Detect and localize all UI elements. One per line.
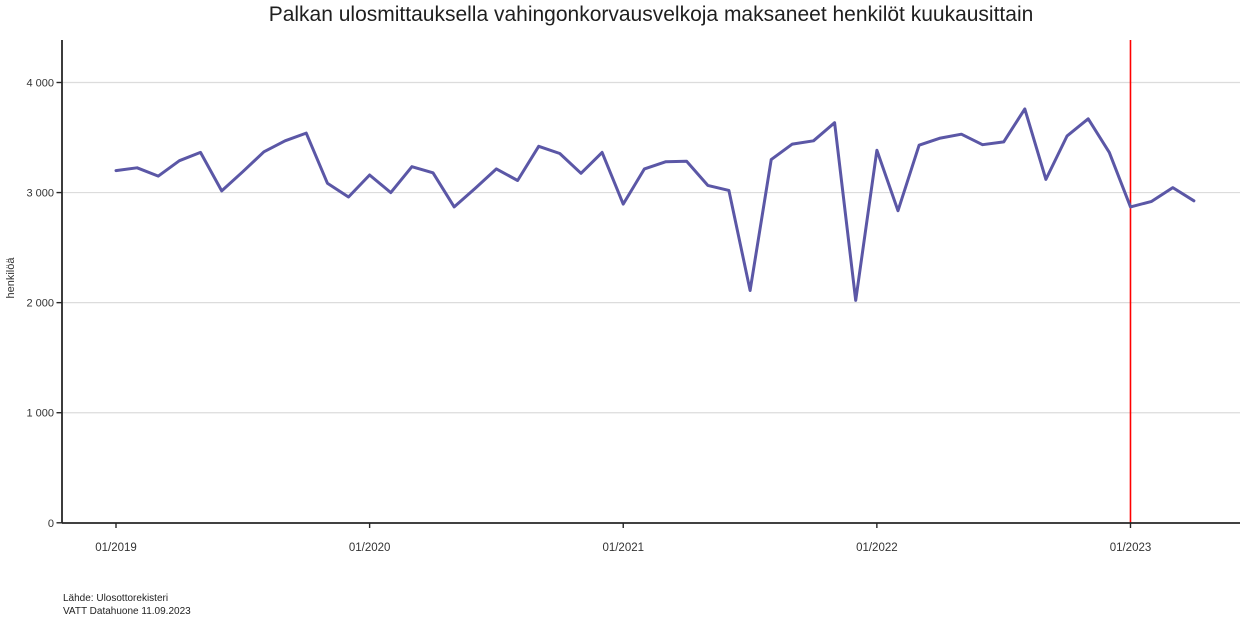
y-tick-label: 2 000	[26, 298, 54, 310]
chart-title: Palkan ulosmittauksella vahingonkorvausv…	[268, 3, 1034, 26]
x-tick-label: 01/2019	[95, 542, 137, 554]
y-tick-label: 0	[48, 518, 54, 530]
data-line-series	[114, 107, 1196, 302]
x-tick-label: 01/2021	[602, 542, 644, 554]
date-line: VATT Datahuone 11.09.2023	[63, 606, 191, 617]
y-tick-label: 1 000	[26, 408, 54, 420]
x-tick-label: 01/2020	[349, 542, 391, 554]
y-tick-label: 3 000	[26, 188, 54, 200]
source-note: Lähde: Ulosottorekisteri VATT Datahuone …	[63, 592, 191, 618]
y-tick-label: 4 000	[26, 78, 54, 90]
y-axis-label: henkilöä	[5, 257, 17, 299]
source-line: Lähde: Ulosottorekisteri	[63, 593, 169, 604]
x-tick-label: 01/2022	[856, 542, 898, 554]
x-tick-label: 01/2023	[1110, 542, 1152, 554]
